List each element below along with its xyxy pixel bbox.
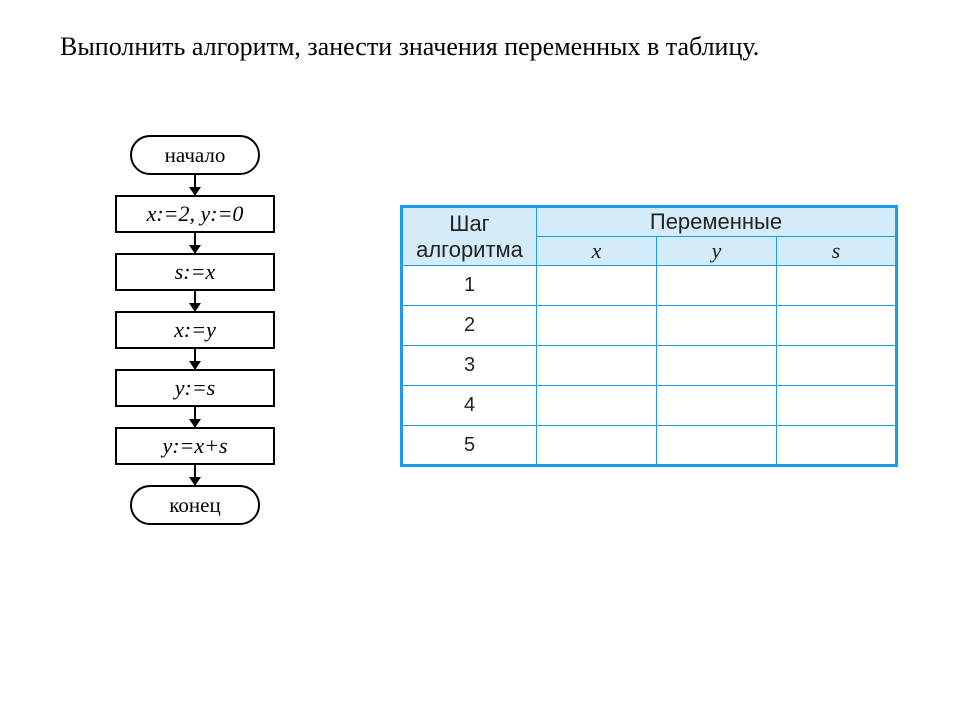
table-row: 4 [402, 386, 897, 426]
flowchart-step-4: y:=s [115, 369, 275, 407]
x-cell [537, 346, 657, 386]
table-row: 1 [402, 266, 897, 306]
step-cell: 5 [402, 426, 537, 466]
x-cell [537, 426, 657, 466]
step-cell: 4 [402, 386, 537, 426]
s-cell [777, 346, 897, 386]
flowchart: начало x:=2, y:=0 s:=x x:=y y:=s y:=x+s … [95, 135, 295, 525]
table-row: 3 [402, 346, 897, 386]
x-cell [537, 266, 657, 306]
y-cell [657, 306, 777, 346]
flowchart-arrow [194, 407, 197, 427]
flowchart-arrow [194, 233, 197, 253]
step-cell: 2 [402, 306, 537, 346]
flowchart-end: конец [130, 485, 260, 525]
s-cell [777, 306, 897, 346]
flowchart-arrow [194, 291, 197, 311]
s-cell [777, 426, 897, 466]
table-header-s: s [777, 237, 897, 266]
page-title: Выполнить алгоритм, занести значения пер… [60, 32, 759, 62]
flowchart-step-2: s:=x [115, 253, 275, 291]
flowchart-arrow [194, 465, 197, 485]
flowchart-step-5: y:=x+s [115, 427, 275, 465]
y-cell [657, 426, 777, 466]
table-header-vars: Переменные [537, 207, 897, 237]
y-cell [657, 266, 777, 306]
flowchart-arrow [194, 349, 197, 369]
table-header-step: Шаг алгоритма [402, 207, 537, 266]
flowchart-step-3: x:=y [115, 311, 275, 349]
y-cell [657, 386, 777, 426]
flowchart-step-1: x:=2, y:=0 [115, 195, 275, 233]
s-cell [777, 386, 897, 426]
step-cell: 3 [402, 346, 537, 386]
flowchart-arrow [194, 175, 197, 195]
flowchart-start: начало [130, 135, 260, 175]
step-cell: 1 [402, 266, 537, 306]
s-cell [777, 266, 897, 306]
table-row: 2 [402, 306, 897, 346]
table-header-x: x [537, 237, 657, 266]
x-cell [537, 306, 657, 346]
table-row: 5 [402, 426, 897, 466]
y-cell [657, 346, 777, 386]
x-cell [537, 386, 657, 426]
variable-table: Шаг алгоритма Переменные x y s 1 2 3 4 5 [400, 205, 898, 467]
table-header-y: y [657, 237, 777, 266]
